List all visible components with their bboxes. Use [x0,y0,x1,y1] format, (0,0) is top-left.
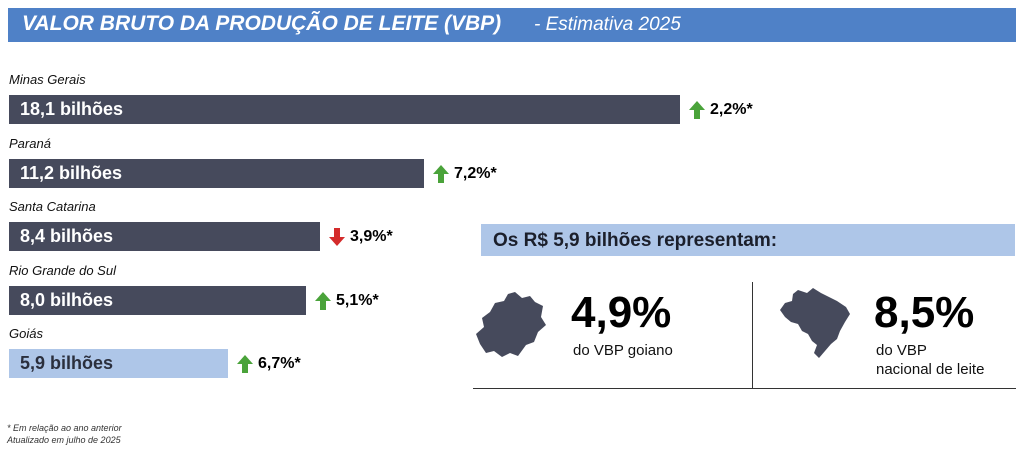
change-label: 7,2%* [454,165,497,182]
state-label: Rio Grande do Sul [9,263,116,278]
arrow-up-icon [433,165,449,183]
change-label: 6,7%* [258,355,301,372]
arrow-down-icon [329,228,345,246]
state-label: Santa Catarina [9,199,96,214]
bar-value-label: 11,2 bilhões [20,163,123,183]
arrow-up-icon [315,292,331,310]
state-label: Goiás [9,326,43,341]
goias-share-caption: do VBP goiano [573,342,673,359]
bar-value-label: 18,1 bilhões [20,99,124,119]
bar-value-label: 5,9 bilhões [20,353,114,373]
goias-share-value: 4,9% [571,288,672,337]
page-subtitle: - Estimativa 2025 [534,14,681,35]
representation-box: Os R$ 5,9 bilhões representam: [481,224,1015,256]
state-label: Paraná [9,136,51,151]
bar: 5,9 bilhões [9,349,228,378]
change-label: 5,1%* [336,292,379,309]
bar: 8,4 bilhões [9,222,320,251]
national-share-value: 8,5% [874,288,975,337]
goias-map-icon [476,292,546,357]
bar-value-label: 8,4 bilhões [20,226,114,246]
change-indicator: 7,2%* [433,164,497,184]
arrow-up-icon [237,355,253,373]
header-banner: VALOR BRUTO DA PRODUÇÃO DE LEITE (VBP) -… [8,8,1016,42]
bar: 11,2 bilhões [9,159,424,188]
state-label: Minas Gerais [9,72,86,87]
representation-title: Os R$ 5,9 bilhões representam: [493,230,778,251]
national-share-caption: do VBP nacional de leite [876,342,985,378]
bar: 8,0 bilhões [9,286,306,315]
divider-vertical [752,282,753,388]
change-indicator: 6,7%* [237,354,301,374]
footnote-reference: * Em relação ao ano anterior [7,423,122,433]
footnote-updated: Atualizado em julho de 2025 [7,435,121,445]
bar: 18,1 bilhões [9,95,680,124]
change-label: 3,9%* [350,228,393,245]
arrow-up-icon [689,101,705,119]
change-label: 2,2%* [710,101,753,118]
divider-horizontal [473,388,1016,389]
bar-value-label: 8,0 bilhões [20,290,114,310]
brazil-map-icon [780,288,850,358]
change-indicator: 2,2%* [689,100,753,120]
change-indicator: 3,9%* [329,227,393,247]
page-title: VALOR BRUTO DA PRODUÇÃO DE LEITE (VBP) [22,12,502,35]
change-indicator: 5,1%* [315,291,379,311]
